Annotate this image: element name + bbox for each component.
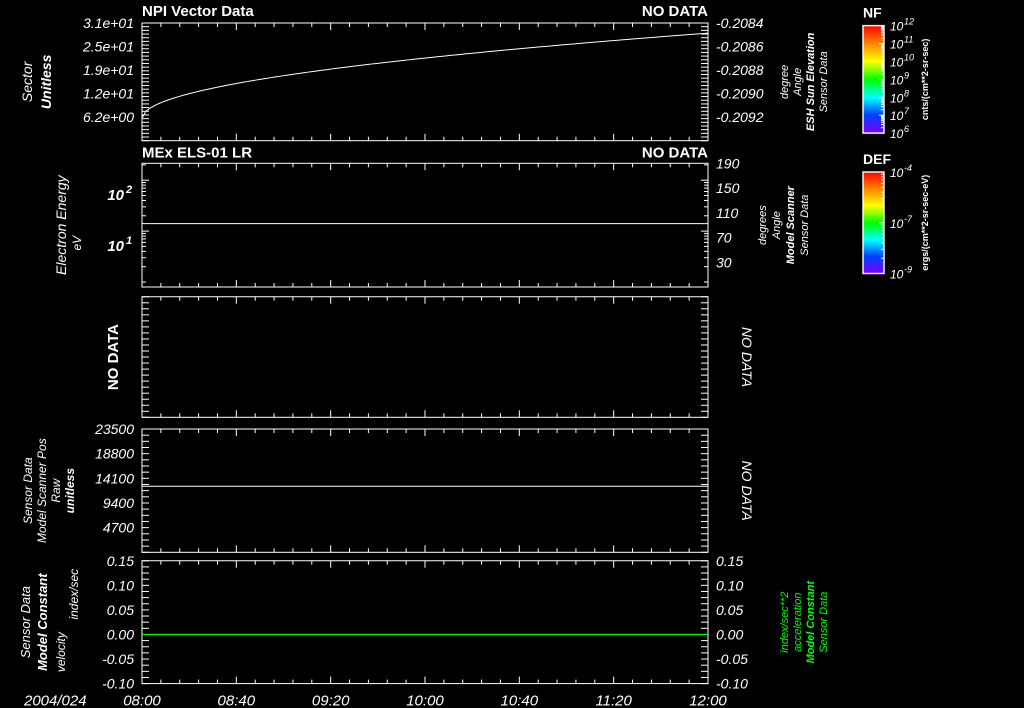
svg-text:NO DATA: NO DATA [739, 327, 755, 387]
svg-text:0.05: 0.05 [716, 602, 743, 618]
svg-text:11: 11 [904, 35, 913, 45]
svg-text:NPI Vector Data: NPI Vector Data [142, 3, 254, 20]
svg-text:23500: 23500 [94, 421, 134, 437]
svg-text:2: 2 [125, 184, 132, 196]
svg-text:10: 10 [890, 217, 904, 231]
svg-text:0.05: 0.05 [107, 602, 134, 618]
svg-text:Sensor Data: Sensor Data [21, 457, 35, 524]
svg-text:NF: NF [863, 5, 882, 21]
svg-text:10:00: 10:00 [406, 693, 444, 708]
svg-text:6: 6 [904, 124, 909, 134]
svg-text:11:20: 11:20 [595, 693, 632, 708]
svg-text:10: 10 [890, 73, 904, 87]
svg-text:8: 8 [904, 88, 909, 98]
svg-text:NO DATA: NO DATA [642, 3, 708, 20]
svg-text:0.00: 0.00 [107, 626, 134, 642]
svg-text:Model Constant: Model Constant [35, 573, 50, 671]
svg-text:10: 10 [890, 109, 904, 123]
svg-text:1.2e+01: 1.2e+01 [83, 86, 134, 102]
svg-text:-0.10: -0.10 [716, 676, 748, 692]
svg-text:110: 110 [716, 205, 739, 221]
svg-text:4700: 4700 [103, 520, 134, 536]
svg-text:1: 1 [126, 235, 132, 247]
svg-text:12: 12 [904, 17, 914, 27]
svg-text:NO DATA: NO DATA [642, 144, 708, 161]
svg-text:0.15: 0.15 [716, 553, 743, 569]
svg-text:velocity: velocity [54, 631, 68, 672]
svg-text:10: 10 [107, 187, 124, 204]
svg-text:2.5e+01: 2.5e+01 [82, 39, 134, 55]
svg-text:10: 10 [890, 38, 904, 52]
svg-text:-0.05: -0.05 [716, 651, 748, 667]
svg-text:-0.05: -0.05 [102, 651, 134, 667]
svg-text:10: 10 [890, 55, 904, 69]
svg-text:ergs/(cm**2-sr-sec-eV): ergs/(cm**2-sr-sec-eV) [920, 175, 930, 271]
svg-text:0.10: 0.10 [716, 577, 743, 593]
svg-text:Model Scanner Pos: Model Scanner Pos [35, 438, 49, 543]
svg-text:10: 10 [890, 20, 904, 34]
svg-text:NO DATA: NO DATA [105, 324, 122, 390]
svg-text:7: 7 [904, 106, 910, 116]
svg-text:-0.10: -0.10 [102, 676, 134, 692]
svg-text:3.1e+01: 3.1e+01 [83, 15, 134, 31]
svg-text:190: 190 [716, 155, 740, 171]
svg-text:eV: eV [70, 235, 84, 251]
svg-text:DEF: DEF [863, 151, 891, 167]
svg-text:-4: -4 [904, 163, 912, 173]
svg-text:9: 9 [904, 70, 909, 80]
svg-text:Sector: Sector [19, 60, 35, 102]
svg-text:Raw: Raw [49, 477, 63, 502]
svg-text:08:00: 08:00 [123, 693, 161, 708]
svg-text:2004/024: 2004/024 [23, 693, 87, 708]
svg-text:18800: 18800 [95, 446, 134, 462]
svg-text:Model Scanner: Model Scanner [785, 185, 797, 264]
svg-text:cnts/(cm**2-sr-sec): cnts/(cm**2-sr-sec) [920, 39, 930, 121]
svg-text:0.00: 0.00 [716, 626, 743, 642]
svg-text:10:40: 10:40 [501, 693, 539, 708]
svg-text:ESH Sun Elevation: ESH Sun Elevation [805, 32, 817, 131]
svg-text:12:00: 12:00 [689, 693, 727, 708]
svg-text:Angle: Angle [771, 211, 783, 240]
svg-text:1.9e+01: 1.9e+01 [83, 62, 134, 78]
svg-text:-0.2092: -0.2092 [716, 109, 764, 125]
svg-text:0.10: 0.10 [107, 577, 134, 593]
svg-text:-9: -9 [904, 265, 912, 275]
svg-text:Sensor Data: Sensor Data [818, 51, 830, 112]
svg-text:-0.2084: -0.2084 [716, 15, 764, 31]
svg-text:10: 10 [904, 52, 914, 62]
svg-text:Sensor Data: Sensor Data [818, 592, 830, 653]
svg-text:-0.2088: -0.2088 [716, 62, 764, 78]
svg-text:Sensor Data: Sensor Data [18, 586, 33, 658]
svg-text:degree: degree [779, 65, 791, 99]
svg-text:9400: 9400 [103, 495, 134, 511]
svg-text:10: 10 [890, 268, 904, 282]
svg-text:70: 70 [716, 230, 732, 246]
svg-text:09:20: 09:20 [312, 693, 350, 708]
svg-text:150: 150 [716, 180, 740, 196]
svg-text:NO DATA: NO DATA [739, 461, 755, 521]
svg-text:unitless: unitless [63, 468, 77, 514]
svg-text:6.2e+00: 6.2e+00 [83, 109, 134, 125]
svg-text:Angle: Angle [792, 68, 804, 97]
svg-text:Electron Energy: Electron Energy [53, 174, 69, 275]
svg-text:-7: -7 [904, 214, 913, 224]
svg-text:acceleration: acceleration [792, 593, 804, 652]
svg-text:Sensor Data: Sensor Data [799, 195, 811, 256]
svg-text:14100: 14100 [95, 470, 134, 486]
svg-text:10: 10 [890, 127, 904, 141]
svg-text:10: 10 [107, 238, 124, 255]
svg-text:30: 30 [716, 254, 732, 270]
svg-text:degrees: degrees [757, 205, 769, 245]
svg-text:Unitless: Unitless [38, 54, 54, 109]
svg-text:index/sec**2: index/sec**2 [779, 592, 791, 653]
svg-text:10: 10 [890, 166, 904, 180]
svg-text:10: 10 [890, 91, 904, 105]
svg-text:index/sec: index/sec [67, 569, 81, 620]
svg-text:-0.2090: -0.2090 [716, 86, 764, 102]
svg-text:-0.2086: -0.2086 [716, 39, 764, 55]
svg-text:MEx ELS-01 LR: MEx ELS-01 LR [142, 144, 252, 161]
svg-text:0.15: 0.15 [107, 553, 134, 569]
svg-text:Model Constant: Model Constant [805, 580, 817, 664]
svg-text:08:40: 08:40 [218, 693, 256, 708]
